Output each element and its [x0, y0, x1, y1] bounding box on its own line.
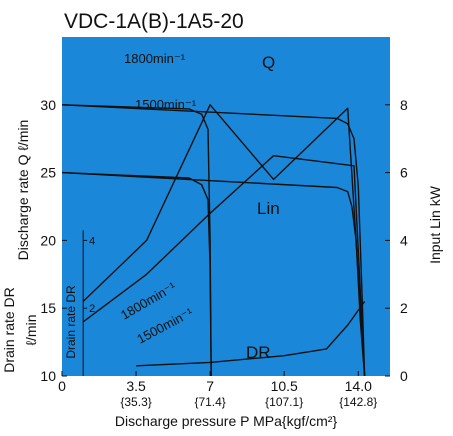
right-tick-label-1: 2: [400, 300, 408, 316]
right-axis-label: Input Lin kW: [427, 185, 443, 264]
x-tick-label-1: 3.5: [126, 378, 146, 394]
x-tick-label-2: 7: [206, 378, 214, 394]
series-line-6: [136, 300, 366, 367]
x-axis-ticks: 0 3.5{35.3} 7{71.4} 10.5{107.1} 14.0{142.8}: [58, 371, 377, 409]
y-tick-label-2: 20: [40, 232, 56, 248]
drain-axis-label-line2: ℓ/min: [23, 315, 39, 346]
inner-axis-tick-label-0: 2: [89, 303, 95, 315]
inner-drain-axis-label: Drain rate DR: [64, 285, 78, 359]
x-tick-label-3: 10.5: [271, 378, 298, 394]
x-tick-label-4: 14.0: [345, 378, 372, 394]
y-tick-label-0: 10: [40, 368, 56, 384]
series-line-3: [61, 171, 366, 377]
y-tick-label-3: 25: [40, 165, 56, 181]
drain-rate-inner-axis: 24: [82, 230, 95, 376]
right-tick-label-3: 6: [400, 165, 408, 181]
right-tick-label-4: 8: [400, 97, 408, 113]
series-line-1: [61, 171, 212, 377]
inner-axis-tick-label-1: 4: [89, 235, 95, 247]
right-tick-label-2: 4: [400, 232, 408, 248]
y-tick-label-1: 15: [40, 300, 56, 316]
right-axis-ticks: 0 2 4 6 8: [385, 97, 408, 384]
plot-area: [62, 37, 390, 376]
series-line-4: [82, 104, 366, 377]
x-tick-sublabel-2: {71.4}: [194, 395, 225, 409]
chart-title: VDC-1A(B)-1A5-20: [64, 10, 244, 33]
x-tick-sublabel-3: {107.1}: [265, 395, 303, 409]
series-line-5: [82, 154, 366, 377]
x-axis-label: Discharge pressure P MPa{kgf/cm²}: [115, 413, 338, 429]
annotation-dr: DR: [246, 343, 271, 362]
drain-axis-label-line1: Drain rate DR: [1, 287, 17, 373]
y-tick-label-4: 30: [40, 97, 56, 113]
x-tick-sublabel-1: {35.3}: [120, 395, 151, 409]
x-tick-label-0: 0: [58, 378, 66, 394]
left-axis-ticks: 10 15 20 25 30: [40, 97, 67, 384]
left-axis-label: Discharge rate Q ℓ/min: [15, 120, 31, 261]
annotation-q: Q: [262, 53, 275, 72]
annotation-lin: Lin: [257, 199, 280, 218]
series-lines: [61, 104, 366, 377]
x-tick-sublabel-4: {142.8}: [339, 395, 377, 409]
annotation-q-1800: 1800min⁻¹: [124, 51, 186, 66]
annotation-q-1500: 1500min⁻¹: [135, 97, 197, 112]
right-tick-label-0: 0: [400, 368, 408, 384]
